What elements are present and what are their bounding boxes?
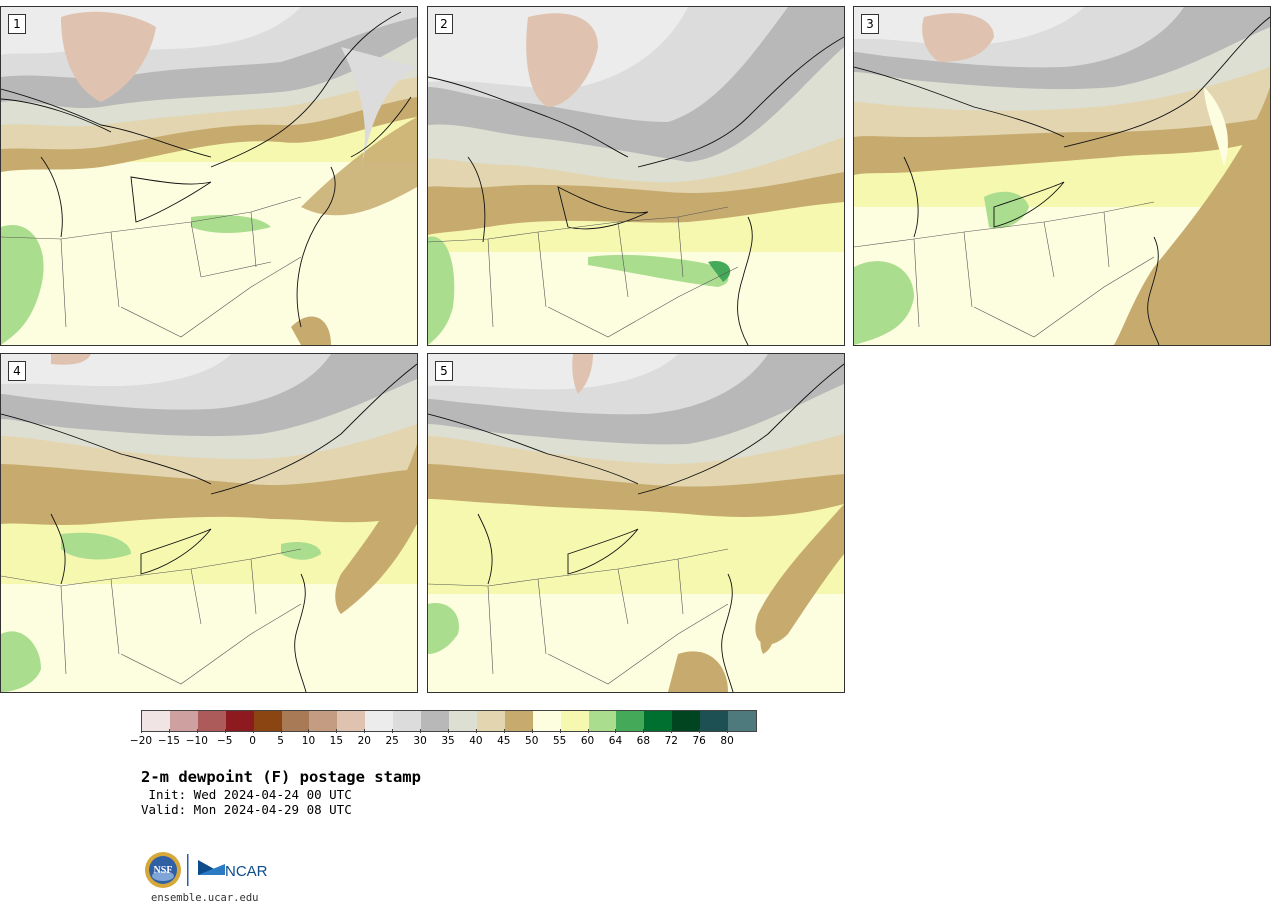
stamp-panel-4: 4 xyxy=(0,353,418,693)
colorbar-tick-label: 10 xyxy=(301,735,316,747)
colorbar-tick-label: 68 xyxy=(636,735,651,747)
stamp-panel-1: 1 xyxy=(0,6,418,346)
colorbar-tick-label: 20 xyxy=(357,735,371,747)
colorbar-tick xyxy=(141,729,142,733)
colorbar-swatch xyxy=(644,711,673,731)
colorbar-swatch xyxy=(532,711,561,731)
colorbar-tick-label: 5 xyxy=(277,735,284,747)
colorbar-tick xyxy=(420,729,422,733)
colorbar-tick-label: 0 xyxy=(249,735,256,747)
colorbar-tick xyxy=(336,729,338,733)
colorbar-swatch xyxy=(142,711,170,731)
colorbar-swatch xyxy=(421,711,449,731)
panel-label: 4 xyxy=(8,361,26,381)
colorbar-tick-label: 76 xyxy=(692,735,706,747)
valid-time: Valid: Mon 2024-04-29 08 UTC xyxy=(141,802,352,817)
colorbar-tick-label: −10 xyxy=(185,735,208,747)
colorbar-tick-label: 45 xyxy=(497,735,511,747)
dewpoint-colorbar xyxy=(141,710,757,732)
colorbar-tick-label: 30 xyxy=(413,735,427,747)
nsf-logo: NSF xyxy=(145,852,181,888)
colorbar-swatch xyxy=(365,711,394,731)
nsf-ncar-logo: NSF NCAR xyxy=(143,850,278,892)
dewpoint-map xyxy=(854,7,1270,345)
colorbar-swatch xyxy=(393,711,422,731)
colorbar-tick xyxy=(503,729,505,733)
panel-label: 2 xyxy=(435,14,453,34)
colorbar-swatch xyxy=(169,711,198,731)
colorbar-swatch xyxy=(476,711,505,731)
dewpoint-map xyxy=(1,7,417,345)
colorbar-tick-labels: −20 −15 −10 −5 0 5 10 15 20 25 30 35 40 45 50 55 60 64 68 7… xyxy=(130,729,755,751)
colorbar-tick-label: 35 xyxy=(441,735,455,747)
colorbar-tick xyxy=(559,729,561,733)
colorbar-swatch xyxy=(588,711,617,731)
colorbar-tick-label: 80 xyxy=(720,735,734,747)
ncar-logo: NCAR xyxy=(198,860,268,880)
colorbar-tick xyxy=(615,729,617,733)
dewpoint-map xyxy=(428,354,844,692)
colorbar-swatch xyxy=(337,711,366,731)
colorbar-tick xyxy=(699,729,701,733)
colorbar-swatch xyxy=(448,711,477,731)
colorbar-tick xyxy=(727,729,729,733)
colorbar-tick xyxy=(671,729,673,733)
colorbar-swatch xyxy=(700,711,729,731)
colorbar-tick-label: 72 xyxy=(664,735,678,747)
colorbar-tick xyxy=(448,729,449,733)
colorbar-tick xyxy=(168,729,170,733)
colorbar-tick xyxy=(196,729,198,733)
colorbar-swatch xyxy=(197,711,226,731)
colorbar-swatch xyxy=(672,711,701,731)
chart-title: 2-m dewpoint (F) postage stamp xyxy=(141,768,421,786)
colorbar-tick-label: 50 xyxy=(525,735,539,747)
colorbar-tick-label: 64 xyxy=(608,735,623,747)
colorbar-swatch xyxy=(504,711,533,731)
colorbar-swatch xyxy=(281,711,310,731)
stamp-panel-3: 3 xyxy=(853,6,1271,346)
colorbar-swatch xyxy=(616,711,645,731)
colorbar-tick xyxy=(392,729,394,733)
colorbar-tick-label: 40 xyxy=(469,735,483,747)
website-url: ensemble.ucar.edu xyxy=(151,892,259,904)
colorbar-tick-label: 55 xyxy=(552,735,567,747)
colorbar-tick xyxy=(280,729,282,733)
colorbar-tick-label: 15 xyxy=(329,735,344,747)
colorbar-swatch xyxy=(560,711,589,731)
colorbar-tick xyxy=(531,729,533,733)
colorbar-tick-label: 25 xyxy=(385,735,399,747)
stamp-panel-2: 2 xyxy=(427,6,845,346)
svg-text:NCAR: NCAR xyxy=(225,863,268,880)
panel-label: 5 xyxy=(435,361,453,381)
colorbar-tick xyxy=(252,729,254,733)
colorbar-tick-label: 60 xyxy=(580,735,595,747)
panel-label: 3 xyxy=(861,14,879,34)
colorbar-tick-label: −15 xyxy=(157,735,180,747)
dewpoint-map xyxy=(1,354,417,692)
colorbar-tick xyxy=(643,729,645,733)
colorbar-tick xyxy=(587,729,589,733)
init-time: Init: Wed 2024-04-24 00 UTC xyxy=(141,787,352,802)
colorbar-tick xyxy=(224,729,226,733)
dewpoint-map xyxy=(428,7,844,345)
svg-text:NSF: NSF xyxy=(154,865,173,876)
colorbar-swatch xyxy=(728,711,756,731)
colorbar-tick-label: −5 xyxy=(216,735,233,747)
stamp-panel-5: 5 xyxy=(427,353,845,693)
panel-label: 1 xyxy=(8,14,26,34)
colorbar-swatch xyxy=(253,711,282,731)
colorbar-swatch xyxy=(309,711,338,731)
colorbar-tick xyxy=(364,729,366,733)
colorbar-tick xyxy=(475,729,477,733)
colorbar-tick-label: −20 xyxy=(129,735,153,747)
colorbar-swatch xyxy=(225,711,254,731)
colorbar-tick xyxy=(308,729,310,733)
